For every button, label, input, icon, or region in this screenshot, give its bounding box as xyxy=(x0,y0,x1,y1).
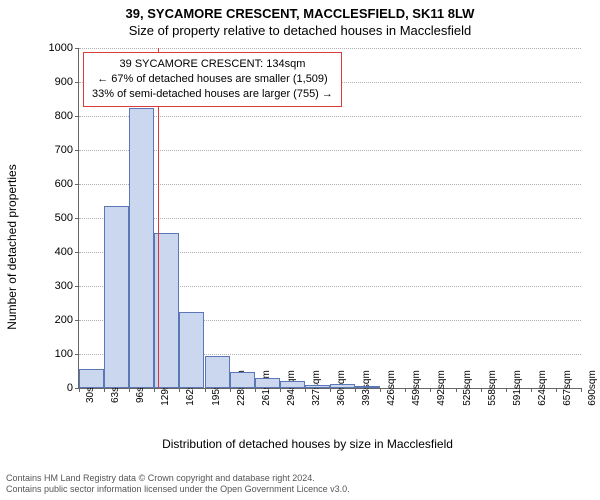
y-tick-label: 0 xyxy=(67,382,79,394)
histogram-bar xyxy=(205,356,230,388)
attribution-footer: Contains HM Land Registry data © Crown c… xyxy=(0,469,600,500)
plot-inner: 0100200300400500600700800900100030sqm63s… xyxy=(78,48,581,389)
gridline xyxy=(79,116,581,117)
x-tick-label: 459sqm xyxy=(405,370,422,406)
histogram-bar xyxy=(179,312,204,389)
x-tick-label: 657sqm xyxy=(556,370,573,406)
footer-line2: Contains public sector information licen… xyxy=(6,484,594,496)
x-tick-label: 294sqm xyxy=(280,370,297,406)
x-tick-label: 360sqm xyxy=(330,370,347,406)
x-tick-label: 261sqm xyxy=(255,370,272,406)
y-tick-label: 400 xyxy=(55,246,79,258)
x-tick-label: 393sqm xyxy=(355,370,372,406)
x-tick-label: 426sqm xyxy=(380,370,397,406)
histogram-bar xyxy=(230,372,255,388)
x-tick-label: 525sqm xyxy=(456,370,473,406)
gridline xyxy=(79,184,581,185)
annotation-line3: 33% of semi-detached houses are larger (… xyxy=(92,87,333,102)
x-tick-label: 591sqm xyxy=(506,370,523,406)
histogram-bar xyxy=(330,384,355,388)
chart-title-block: 39, SYCAMORE CRESCENT, MACCLESFIELD, SK1… xyxy=(0,0,600,40)
gridline xyxy=(79,150,581,151)
y-tick-label: 600 xyxy=(55,178,79,190)
y-tick-label: 300 xyxy=(55,280,79,292)
x-axis-label: Distribution of detached houses by size … xyxy=(162,437,453,451)
footer-line1: Contains HM Land Registry data © Crown c… xyxy=(6,473,594,485)
histogram-bar xyxy=(104,206,129,388)
y-tick-label: 900 xyxy=(55,76,79,88)
histogram-bar xyxy=(129,108,154,389)
histogram-bar xyxy=(280,381,305,388)
chart-title-line2: Size of property relative to detached ho… xyxy=(0,23,600,40)
x-tick-label: 690sqm xyxy=(581,370,598,406)
y-tick-label: 1000 xyxy=(49,42,79,54)
y-tick-label: 100 xyxy=(55,348,79,360)
y-tick-label: 800 xyxy=(55,110,79,122)
histogram-bar xyxy=(355,386,380,388)
x-tick-label: 327sqm xyxy=(305,370,322,406)
y-axis-label: Number of detached properties xyxy=(5,164,19,329)
annotation-box: 39 SYCAMORE CRESCENT: 134sqm← 67% of det… xyxy=(83,52,342,107)
plot-area: 0100200300400500600700800900100030sqm63s… xyxy=(78,48,581,389)
chart-container: Number of detached properties 0100200300… xyxy=(30,44,585,449)
x-tick-label: 624sqm xyxy=(531,370,548,406)
x-tick-label: 492sqm xyxy=(430,370,447,406)
annotation-line1: 39 SYCAMORE CRESCENT: 134sqm xyxy=(92,57,333,72)
y-tick-label: 200 xyxy=(55,314,79,326)
x-tick-label: 558sqm xyxy=(481,370,498,406)
gridline xyxy=(79,48,581,49)
histogram-bar xyxy=(79,369,104,388)
histogram-bar xyxy=(305,385,330,388)
gridline xyxy=(79,218,581,219)
y-tick-label: 700 xyxy=(55,144,79,156)
histogram-bar xyxy=(255,378,280,388)
chart-title-line1: 39, SYCAMORE CRESCENT, MACCLESFIELD, SK1… xyxy=(0,6,600,23)
y-tick-label: 500 xyxy=(55,212,79,224)
annotation-line2: ← 67% of detached houses are smaller (1,… xyxy=(92,72,333,87)
